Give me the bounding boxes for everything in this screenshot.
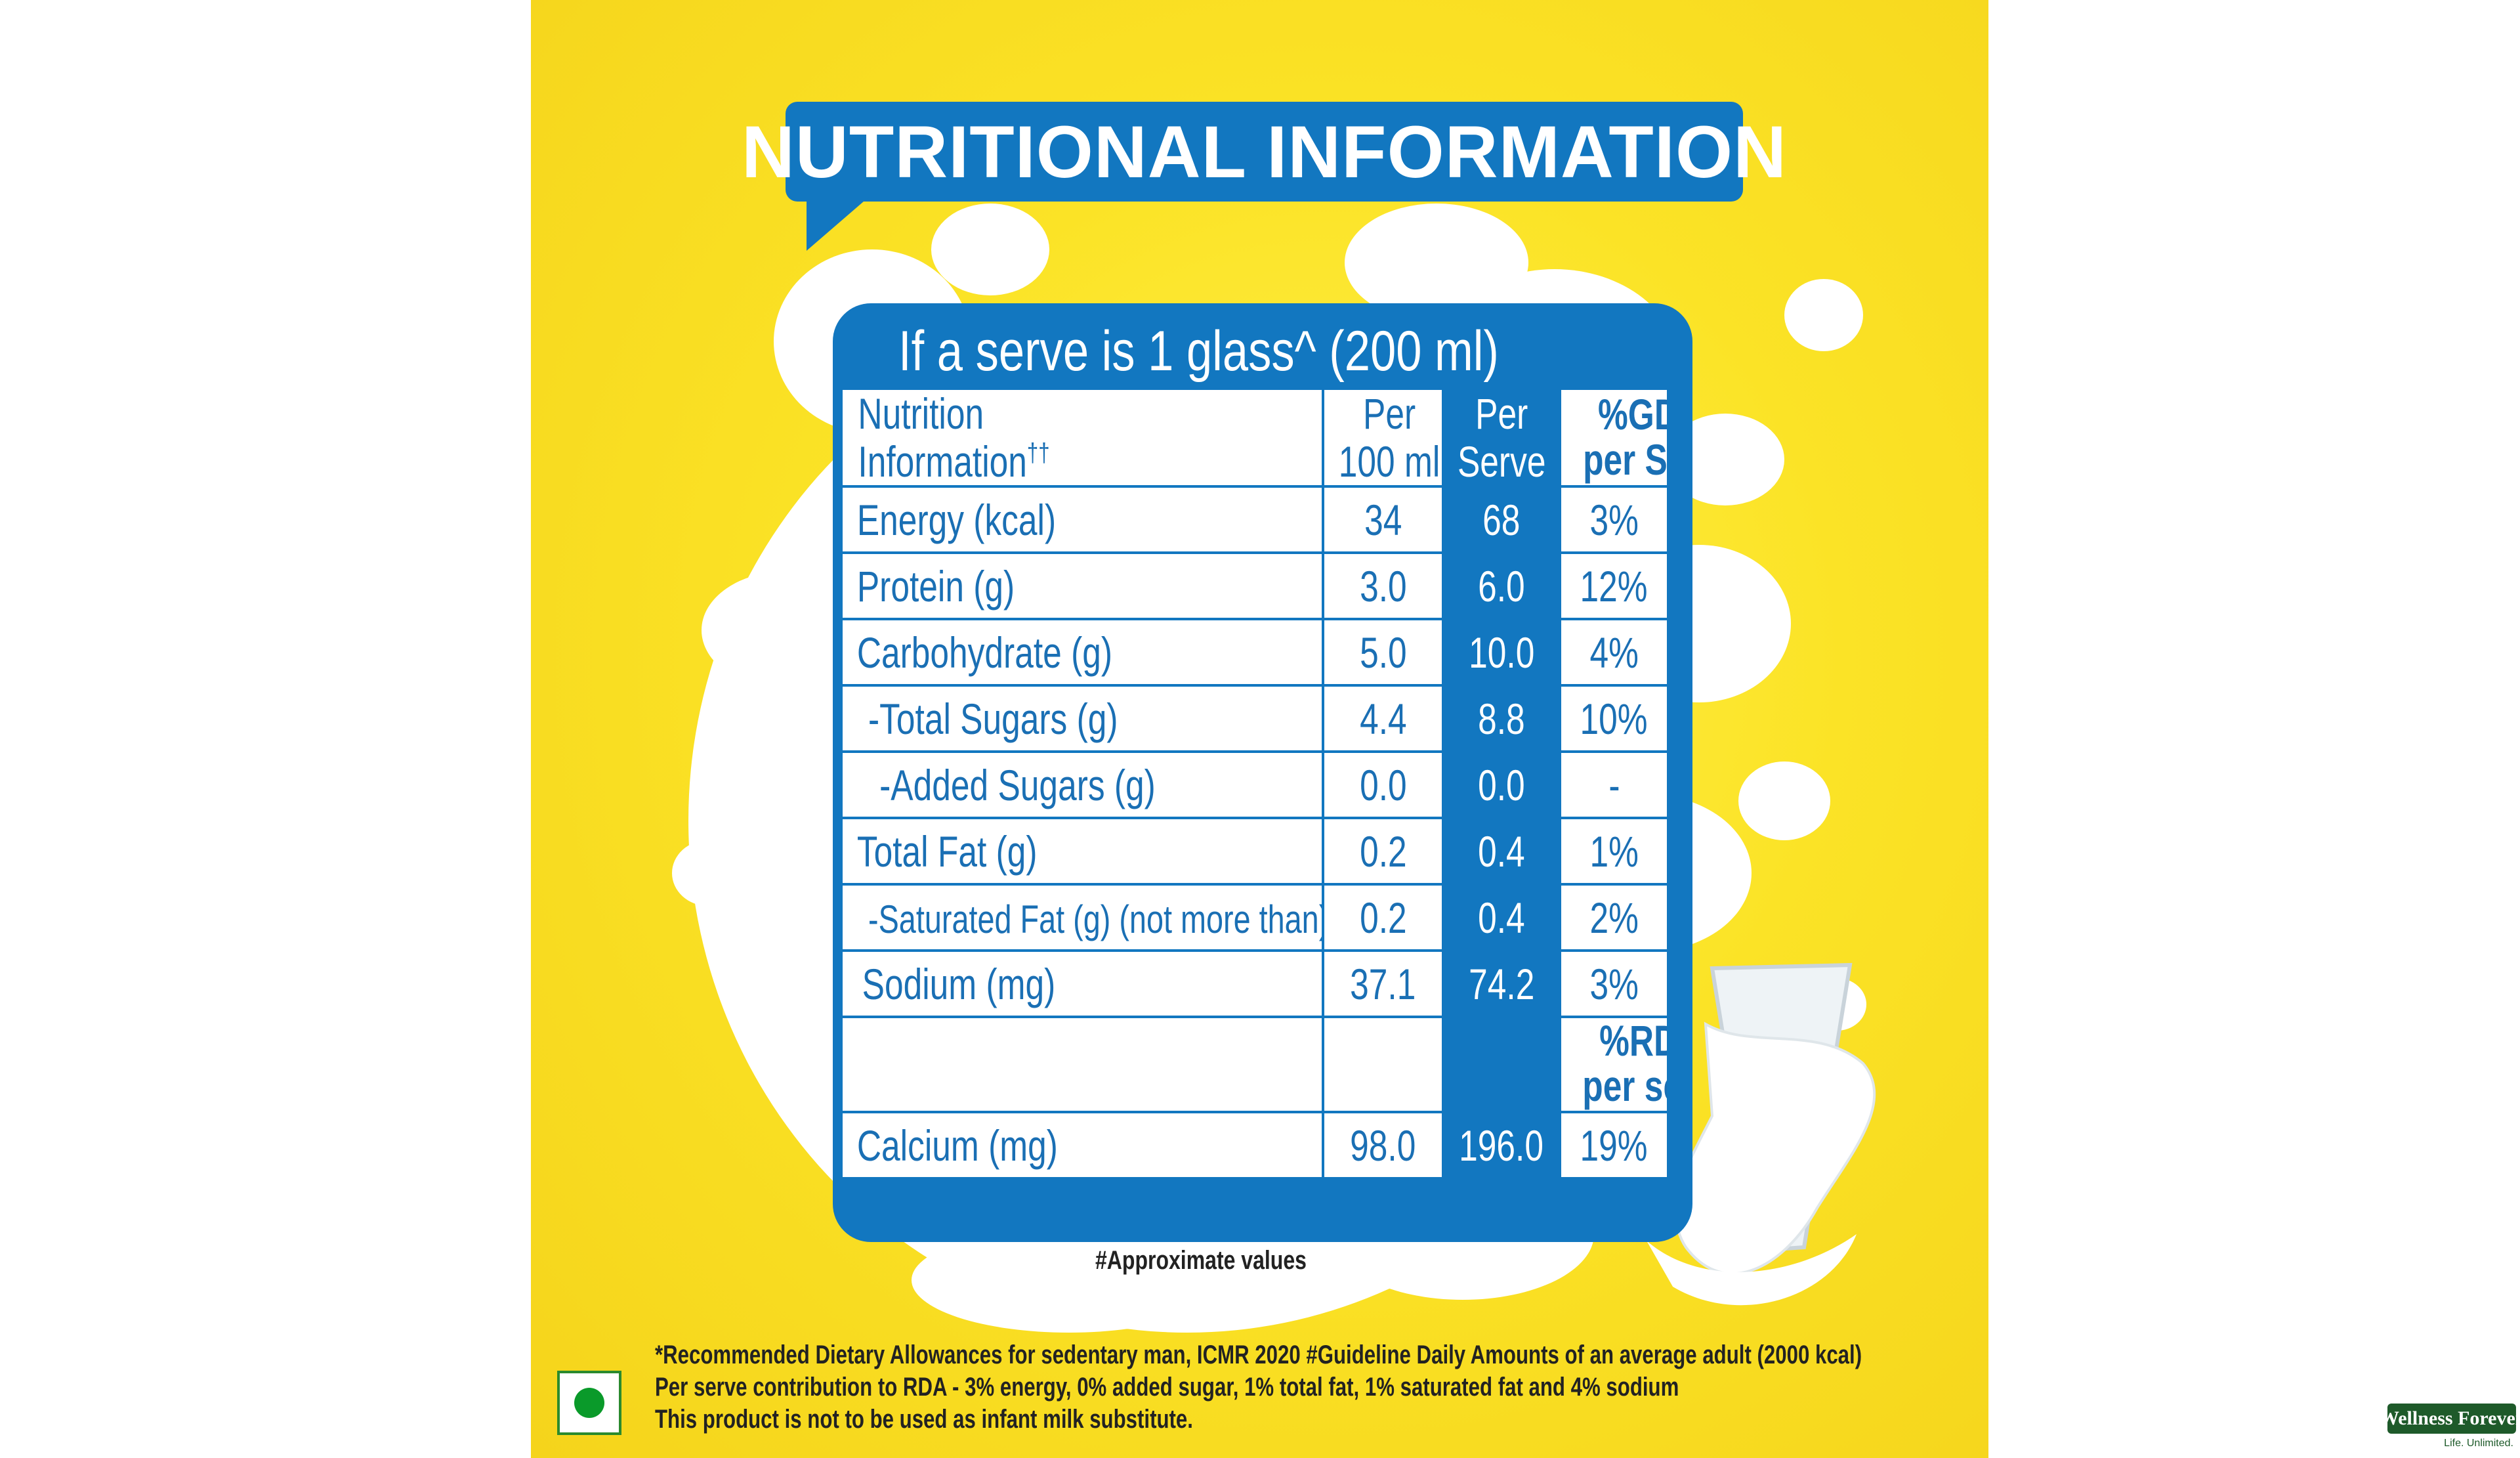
table-header-row: Nutrition Information†† Per 100 ml Per Serv… (843, 390, 1667, 488)
value-per-100ml: 98.0 (1350, 1121, 1416, 1170)
value-gda-percent: 10% (1580, 694, 1648, 743)
approximate-values-note: #Approximate values (1095, 1246, 1307, 1275)
table-row: -Saturated Fat (g) (not more than) 0.2 0… (843, 884, 1667, 953)
table-row: -Total Sugars (g) 4.4 8.8 10% (843, 685, 1667, 754)
table-row: Calcium (mg) 98.0 196.0 19% (843, 1112, 1667, 1180)
value-per-serve: 0.4 (1478, 893, 1525, 942)
nutrient-name: -Saturated Fat (g) (not more than) (868, 897, 1323, 941)
value-gda-percent: 2% (1589, 893, 1639, 942)
value-per-100ml: 3.0 (1359, 561, 1407, 611)
value-per-100ml: 0.2 (1359, 893, 1407, 942)
value-per-100ml: 0.0 (1359, 760, 1407, 809)
nutrient-name: Calcium (mg) (856, 1121, 1058, 1170)
header-per-serve: Per Serve (1443, 390, 1560, 488)
page-title: NUTRITIONAL INFORMATION (742, 102, 1786, 202)
logo-tagline: Life. Unlimited. (2444, 1438, 2513, 1449)
title-callout-tail (807, 197, 869, 251)
value-per-100ml: 4.4 (1359, 694, 1407, 743)
value-per-serve: 8.8 (1478, 694, 1525, 743)
header-rda-per-serve: %RDA*per serve (1559, 1017, 1667, 1114)
product-panel: NUTRITIONAL INFORMATION If a serve is 1 … (531, 0, 1988, 1458)
rda-header-row: %RDA*per serve (843, 1017, 1667, 1114)
value-per-serve: 74.2 (1468, 959, 1535, 1008)
table-row: -Added Sugars (g) 0.0 0.0 - (843, 752, 1667, 820)
value-per-serve: 0.0 (1478, 760, 1525, 809)
footnote-line: Per serve contribution to RDA - 3% energ… (655, 1373, 1679, 1402)
nutrient-name: Carbohydrate (g) (856, 628, 1112, 677)
table-row: Carbohydrate (g) 5.0 10.0 4% (843, 619, 1667, 687)
value-gda-percent: 1% (1589, 826, 1639, 876)
value-gda-percent: - (1608, 760, 1620, 809)
nutrient-name: -Added Sugars (g) (879, 760, 1156, 809)
value-gda-percent: 3% (1589, 495, 1639, 544)
value-per-serve: 6.0 (1478, 561, 1525, 611)
footnote-line: *Recommended Dietary Allowances for sede… (655, 1340, 1862, 1369)
value-gda-percent: 3% (1589, 959, 1639, 1008)
veg-mark-icon (557, 1371, 621, 1435)
value-per-serve: 196.0 (1459, 1121, 1544, 1170)
logo-name: Wellness Forever (2380, 1404, 2520, 1434)
value-gda-percent: 4% (1589, 628, 1639, 677)
value-gda-percent: 12% (1580, 561, 1648, 611)
nutrient-name: -Total Sugars (g) (868, 694, 1118, 743)
table-row: Sodium (mg) 37.1 74.2 3% (843, 951, 1667, 1019)
table-row: Energy (kcal) 34 68 3% (843, 486, 1667, 555)
table-row: Protein (g) 3.0 6.0 12% (843, 553, 1667, 621)
header-per-100ml: Per 100 ml (1323, 390, 1444, 488)
empty-cell (843, 1017, 1324, 1114)
footnote-line: This product is not to be used as infant… (655, 1405, 1193, 1434)
value-per-100ml: 34 (1364, 495, 1402, 544)
retailer-logo: Wellness Forever Life. Unlimited. (2380, 1404, 2520, 1456)
header-nutrition-information: Nutrition Information†† (843, 390, 1324, 488)
serve-heading: If a serve is 1 glass^ (200 ml) (898, 319, 1499, 383)
nutrient-name: Protein (g) (856, 561, 1015, 611)
value-rda-percent: 19% (1580, 1121, 1648, 1170)
value-per-100ml: 0.2 (1359, 826, 1407, 876)
nutrition-table: Nutrition Information†† Per 100 ml Per Serv… (843, 390, 1667, 1180)
value-per-100ml: 5.0 (1359, 628, 1407, 677)
value-per-serve: 10.0 (1468, 628, 1535, 677)
empty-cell (1443, 1017, 1560, 1114)
value-per-serve: 68 (1482, 495, 1521, 544)
milk-glass-icon (1647, 962, 1876, 1306)
nutrient-name: Sodium (mg) (862, 959, 1056, 1008)
empty-cell (1323, 1017, 1444, 1114)
nutrient-name: Energy (kcal) (856, 495, 1057, 544)
value-per-100ml: 37.1 (1350, 959, 1416, 1008)
table-row: Total Fat (g) 0.2 0.4 1% (843, 818, 1667, 886)
header-gda-per-serve: %GDA#per Serve (1559, 390, 1667, 488)
nutrient-name: Total Fat (g) (856, 826, 1038, 876)
value-per-serve: 0.4 (1478, 826, 1525, 876)
footnotes: *Recommended Dietary Allowances for sede… (655, 1339, 1862, 1436)
